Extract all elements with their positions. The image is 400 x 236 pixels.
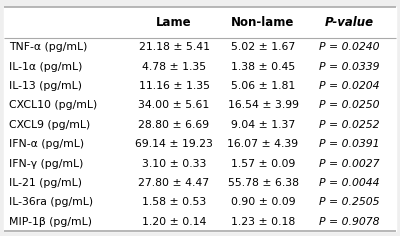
Text: 16.54 ± 3.99: 16.54 ± 3.99 (228, 101, 298, 110)
Text: 34.00 ± 5.61: 34.00 ± 5.61 (138, 101, 210, 110)
Text: 1.38 ± 0.45: 1.38 ± 0.45 (231, 62, 295, 72)
Text: 0.90 ± 0.09: 0.90 ± 0.09 (231, 197, 295, 207)
Text: P = 0.0339: P = 0.0339 (319, 62, 379, 72)
Text: 27.80 ± 4.47: 27.80 ± 4.47 (138, 178, 210, 188)
Text: CXCL9 (pg/mL): CXCL9 (pg/mL) (9, 120, 90, 130)
Text: MIP-1β (pg/mL): MIP-1β (pg/mL) (9, 217, 92, 227)
Text: P-value: P-value (324, 16, 374, 29)
Text: IFN-α (pg/mL): IFN-α (pg/mL) (9, 139, 84, 149)
Text: CXCL10 (pg/mL): CXCL10 (pg/mL) (9, 101, 97, 110)
Text: IL-1α (pg/mL): IL-1α (pg/mL) (9, 62, 82, 72)
Text: 5.06 ± 1.81: 5.06 ± 1.81 (231, 81, 295, 91)
Text: IL-13 (pg/mL): IL-13 (pg/mL) (9, 81, 82, 91)
Text: P = 0.0027: P = 0.0027 (319, 159, 379, 169)
Text: Lame: Lame (156, 16, 192, 29)
Text: P = 0.0240: P = 0.0240 (319, 42, 379, 52)
Text: 16.07 ± 4.39: 16.07 ± 4.39 (228, 139, 298, 149)
Text: 1.57 ± 0.09: 1.57 ± 0.09 (231, 159, 295, 169)
Text: 5.02 ± 1.67: 5.02 ± 1.67 (231, 42, 295, 52)
Text: IL-36ra (pg/mL): IL-36ra (pg/mL) (9, 197, 93, 207)
Text: P = 0.0044: P = 0.0044 (319, 178, 379, 188)
Text: Non-lame: Non-lame (231, 16, 295, 29)
Text: P = 0.0250: P = 0.0250 (319, 101, 379, 110)
Text: 11.16 ± 1.35: 11.16 ± 1.35 (138, 81, 210, 91)
Text: 55.78 ± 6.38: 55.78 ± 6.38 (228, 178, 298, 188)
Text: 1.58 ± 0.53: 1.58 ± 0.53 (142, 197, 206, 207)
Text: IFN-γ (pg/mL): IFN-γ (pg/mL) (9, 159, 83, 169)
Text: TNF-α (pg/mL): TNF-α (pg/mL) (9, 42, 87, 52)
Text: P = 0.0391: P = 0.0391 (319, 139, 379, 149)
Text: 1.23 ± 0.18: 1.23 ± 0.18 (231, 217, 295, 227)
Text: 4.78 ± 1.35: 4.78 ± 1.35 (142, 62, 206, 72)
Text: 9.04 ± 1.37: 9.04 ± 1.37 (231, 120, 295, 130)
Text: 1.20 ± 0.14: 1.20 ± 0.14 (142, 217, 206, 227)
Text: 28.80 ± 6.69: 28.80 ± 6.69 (138, 120, 210, 130)
Text: P = 0.9078: P = 0.9078 (319, 217, 379, 227)
Text: IL-21 (pg/mL): IL-21 (pg/mL) (9, 178, 82, 188)
Text: 69.14 ± 19.23: 69.14 ± 19.23 (135, 139, 213, 149)
Text: P = 0.0252: P = 0.0252 (319, 120, 379, 130)
Text: P = 0.2505: P = 0.2505 (319, 197, 379, 207)
Text: 21.18 ± 5.41: 21.18 ± 5.41 (138, 42, 210, 52)
Text: P = 0.0204: P = 0.0204 (319, 81, 379, 91)
Text: 3.10 ± 0.33: 3.10 ± 0.33 (142, 159, 206, 169)
